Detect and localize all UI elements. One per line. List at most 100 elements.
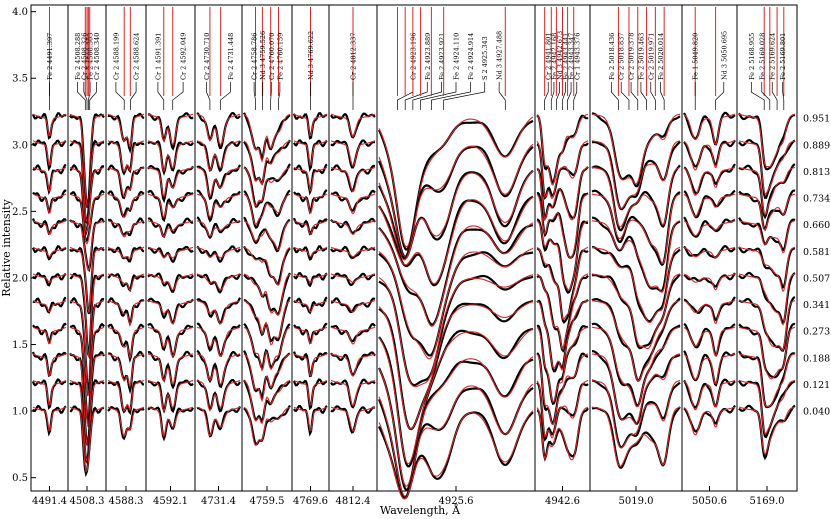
model-spectrum xyxy=(738,220,796,254)
model-spectrum xyxy=(378,116,534,248)
observed-spectrum xyxy=(147,350,194,390)
observed-spectrum xyxy=(107,273,145,293)
model-spectrum xyxy=(196,300,241,325)
line-leader xyxy=(498,82,506,110)
model-spectrum xyxy=(293,326,328,345)
phase-label: 0.040 xyxy=(803,407,830,418)
model-spectrum xyxy=(293,166,328,192)
model-spectrum xyxy=(738,300,796,351)
model-spectrum xyxy=(196,140,241,172)
observed-spectrum xyxy=(196,111,241,150)
line-label: Fe 2 4943.347 xyxy=(568,33,576,80)
y-tick-label: 3.5 xyxy=(12,74,28,85)
phase-label: 0.734 xyxy=(803,194,830,205)
model-spectrum xyxy=(330,246,376,258)
model-spectrum xyxy=(147,246,194,259)
line-label: Nd 3 4942.673 xyxy=(556,31,564,80)
model-spectrum xyxy=(243,166,291,207)
model-spectrum xyxy=(293,273,328,283)
model-spectrum xyxy=(378,301,534,430)
model-spectrum xyxy=(683,140,736,171)
line-label: Cr 2 4592.049 xyxy=(180,33,188,80)
observed-spectrum xyxy=(683,378,736,409)
model-spectrum xyxy=(330,406,376,433)
observed-spectrum xyxy=(591,322,681,407)
observed-spectrum xyxy=(683,189,736,219)
model-spectrum xyxy=(243,326,291,372)
observed-spectrum xyxy=(243,112,291,161)
observed-spectrum xyxy=(738,404,796,461)
observed-spectrum xyxy=(330,405,375,434)
observed-spectrum xyxy=(378,274,534,387)
observed-spectrum xyxy=(107,190,145,218)
line-label: Cr 2 4941.801 xyxy=(545,33,553,80)
model-spectrum xyxy=(69,300,105,397)
model-spectrum xyxy=(243,113,291,163)
line-label: Fe 2 4508.303 xyxy=(87,33,95,80)
model-spectrum xyxy=(683,353,736,385)
model-spectrum xyxy=(378,222,534,327)
model-spectrum xyxy=(69,406,105,473)
y-tick-label: 2.0 xyxy=(12,273,28,284)
line-leader xyxy=(650,82,656,110)
model-spectrum xyxy=(330,379,376,407)
model-spectrum xyxy=(591,326,681,408)
model-spectrum xyxy=(69,273,105,359)
line-label: Cr 2 5019.378 xyxy=(628,33,636,80)
model-spectrum xyxy=(147,193,194,219)
model-spectrum xyxy=(536,246,589,321)
phase-label: 0.889 xyxy=(803,140,830,151)
phase-label: 0.660 xyxy=(803,220,830,231)
model-spectrum xyxy=(69,326,105,427)
model-spectrum xyxy=(69,140,105,224)
model-spectrum xyxy=(107,113,145,149)
line-label: Fe 2 5169.028 xyxy=(758,33,766,80)
y-tick-label: 0.5 xyxy=(12,473,28,484)
line-leader xyxy=(157,82,165,110)
model-spectrum xyxy=(32,220,67,235)
phase-label: 0.813 xyxy=(803,167,830,178)
line-leader xyxy=(573,82,578,110)
line-leader xyxy=(782,82,785,110)
observed-spectrum xyxy=(330,112,376,139)
model-spectrum xyxy=(196,406,241,437)
observed-spectrum xyxy=(683,111,736,146)
x-tick-label: 5050.6 xyxy=(692,496,727,507)
model-spectrum xyxy=(147,379,194,413)
model-spectrum xyxy=(536,406,589,461)
observed-spectrum xyxy=(330,297,376,314)
line-leader xyxy=(640,82,647,110)
observed-spectrum xyxy=(293,189,328,215)
x-tick-label: 4812.4 xyxy=(336,496,371,507)
model-spectrum xyxy=(32,140,67,166)
observed-spectrum xyxy=(31,245,67,261)
line-leader xyxy=(89,82,97,110)
model-spectrum xyxy=(683,220,736,237)
model-spectrum xyxy=(738,353,796,407)
line-leader xyxy=(750,82,765,110)
model-spectrum xyxy=(378,196,534,285)
model-spectrum xyxy=(243,273,291,317)
line-leader xyxy=(761,82,771,110)
model-spectrum xyxy=(107,326,145,360)
line-leader xyxy=(253,82,256,110)
model-spectrum xyxy=(196,353,241,385)
model-spectrum xyxy=(147,140,194,173)
x-tick-label: 4592.1 xyxy=(153,496,188,507)
observed-spectrum xyxy=(292,111,328,140)
line-label: Fe 2 5018.436 xyxy=(608,33,616,80)
line-label: S 2 4925.343 xyxy=(481,36,489,80)
model-spectrum xyxy=(536,140,589,200)
line-leader xyxy=(562,82,566,110)
line-leader xyxy=(715,82,725,110)
model-spectrum xyxy=(293,193,328,214)
model-spectrum xyxy=(196,166,241,198)
model-spectrum xyxy=(330,166,376,193)
phase-label: 0.121 xyxy=(803,380,830,391)
line-label: Fe 2 4923.889 xyxy=(424,33,432,80)
model-spectrum xyxy=(32,246,67,257)
observed-spectrum xyxy=(591,112,681,188)
model-spectrum xyxy=(69,353,105,447)
observed-spectrum xyxy=(330,139,376,169)
